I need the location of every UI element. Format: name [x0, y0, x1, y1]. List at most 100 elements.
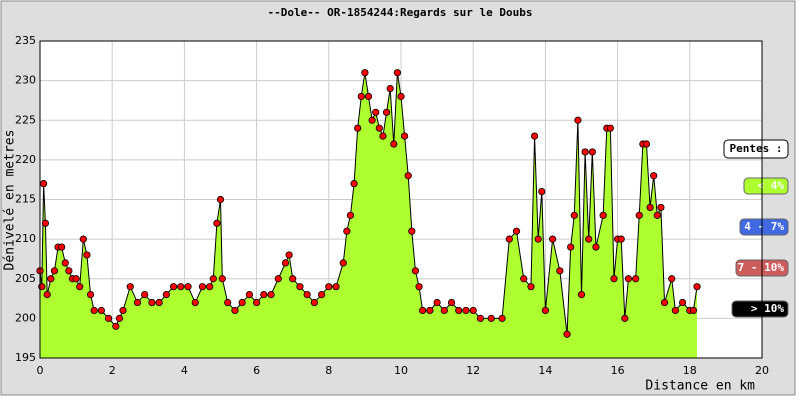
point — [650, 172, 658, 180]
x-axis-title: Distance en km — [645, 379, 755, 394]
point — [574, 116, 582, 124]
point — [148, 298, 156, 307]
point — [393, 69, 401, 77]
point — [339, 259, 347, 267]
point — [58, 243, 66, 251]
point — [530, 132, 539, 140]
point — [541, 306, 550, 315]
x-tick-label: 18 — [683, 364, 697, 377]
point — [289, 275, 297, 283]
point — [476, 314, 485, 322]
point — [632, 275, 640, 283]
point — [610, 275, 618, 283]
legend-swatch — [743, 177, 789, 195]
y-tick-label: 200 — [15, 311, 36, 324]
point — [440, 306, 448, 315]
point — [404, 172, 412, 180]
point — [43, 290, 51, 299]
point — [177, 283, 185, 291]
point — [303, 290, 311, 299]
point — [379, 132, 387, 140]
point — [198, 283, 207, 291]
x-tick-label: 8 — [325, 364, 332, 377]
point — [343, 227, 351, 235]
point — [325, 283, 333, 291]
point — [162, 290, 170, 299]
point — [86, 290, 95, 299]
legend-label: 7 - 10% — [738, 261, 785, 274]
chart-title: --Dole-- OR-1854244:Regards sur le Doubs — [268, 6, 533, 19]
point — [426, 306, 434, 315]
legend-label: > 10% — [751, 302, 784, 315]
point — [689, 306, 698, 315]
point — [346, 211, 355, 219]
point — [317, 290, 326, 299]
point — [599, 211, 607, 219]
point — [469, 306, 477, 315]
point — [83, 251, 91, 259]
point — [209, 275, 217, 283]
point — [126, 283, 134, 291]
point — [361, 69, 369, 77]
x-tick-label: 0 — [37, 364, 44, 377]
point — [79, 235, 87, 243]
y-tick-label: 225 — [15, 113, 36, 126]
point — [588, 148, 596, 156]
point — [224, 298, 232, 307]
point — [368, 116, 376, 124]
point — [538, 187, 546, 196]
point — [354, 124, 362, 132]
point — [592, 243, 600, 251]
point — [455, 306, 463, 315]
x-tick-label: 20 — [755, 364, 769, 377]
y-axis-title: Dénivelé en metres — [3, 130, 18, 271]
point — [563, 330, 571, 338]
point — [274, 275, 282, 283]
point — [375, 124, 383, 132]
point — [191, 298, 199, 307]
point — [119, 306, 127, 315]
point — [115, 314, 124, 322]
point — [206, 283, 214, 291]
y-tick-label: 205 — [15, 272, 36, 285]
point — [512, 227, 521, 235]
point — [505, 235, 513, 243]
point — [657, 203, 665, 212]
point — [617, 235, 625, 243]
point — [678, 298, 687, 307]
point — [567, 243, 575, 251]
point — [411, 267, 420, 275]
plot-border — [39, 40, 763, 359]
point — [577, 290, 586, 299]
x-tick-label: 2 — [109, 364, 116, 377]
point — [382, 108, 391, 116]
point — [487, 314, 495, 322]
legend-swatch — [739, 218, 789, 236]
y-tick-label: 195 — [15, 351, 36, 364]
point — [642, 140, 651, 148]
point — [350, 180, 358, 188]
point — [401, 132, 409, 140]
point — [76, 283, 84, 291]
y-tick-label: 220 — [15, 153, 36, 166]
point — [556, 267, 564, 275]
point — [624, 275, 633, 283]
point — [238, 298, 246, 307]
point — [141, 290, 149, 299]
point — [671, 306, 679, 315]
point — [549, 235, 557, 243]
point — [447, 298, 456, 307]
point — [390, 140, 398, 148]
legend-label: < 4% — [758, 179, 785, 192]
y-tick-label: 215 — [15, 193, 36, 206]
point — [433, 298, 441, 307]
point — [520, 275, 528, 283]
point — [419, 306, 427, 315]
legend-title: Pentes : — [730, 142, 783, 155]
point — [213, 219, 221, 227]
legend-label: 4 - 7% — [744, 220, 784, 233]
point — [606, 124, 614, 132]
point — [218, 275, 226, 283]
x-tick-label: 16 — [611, 364, 625, 377]
